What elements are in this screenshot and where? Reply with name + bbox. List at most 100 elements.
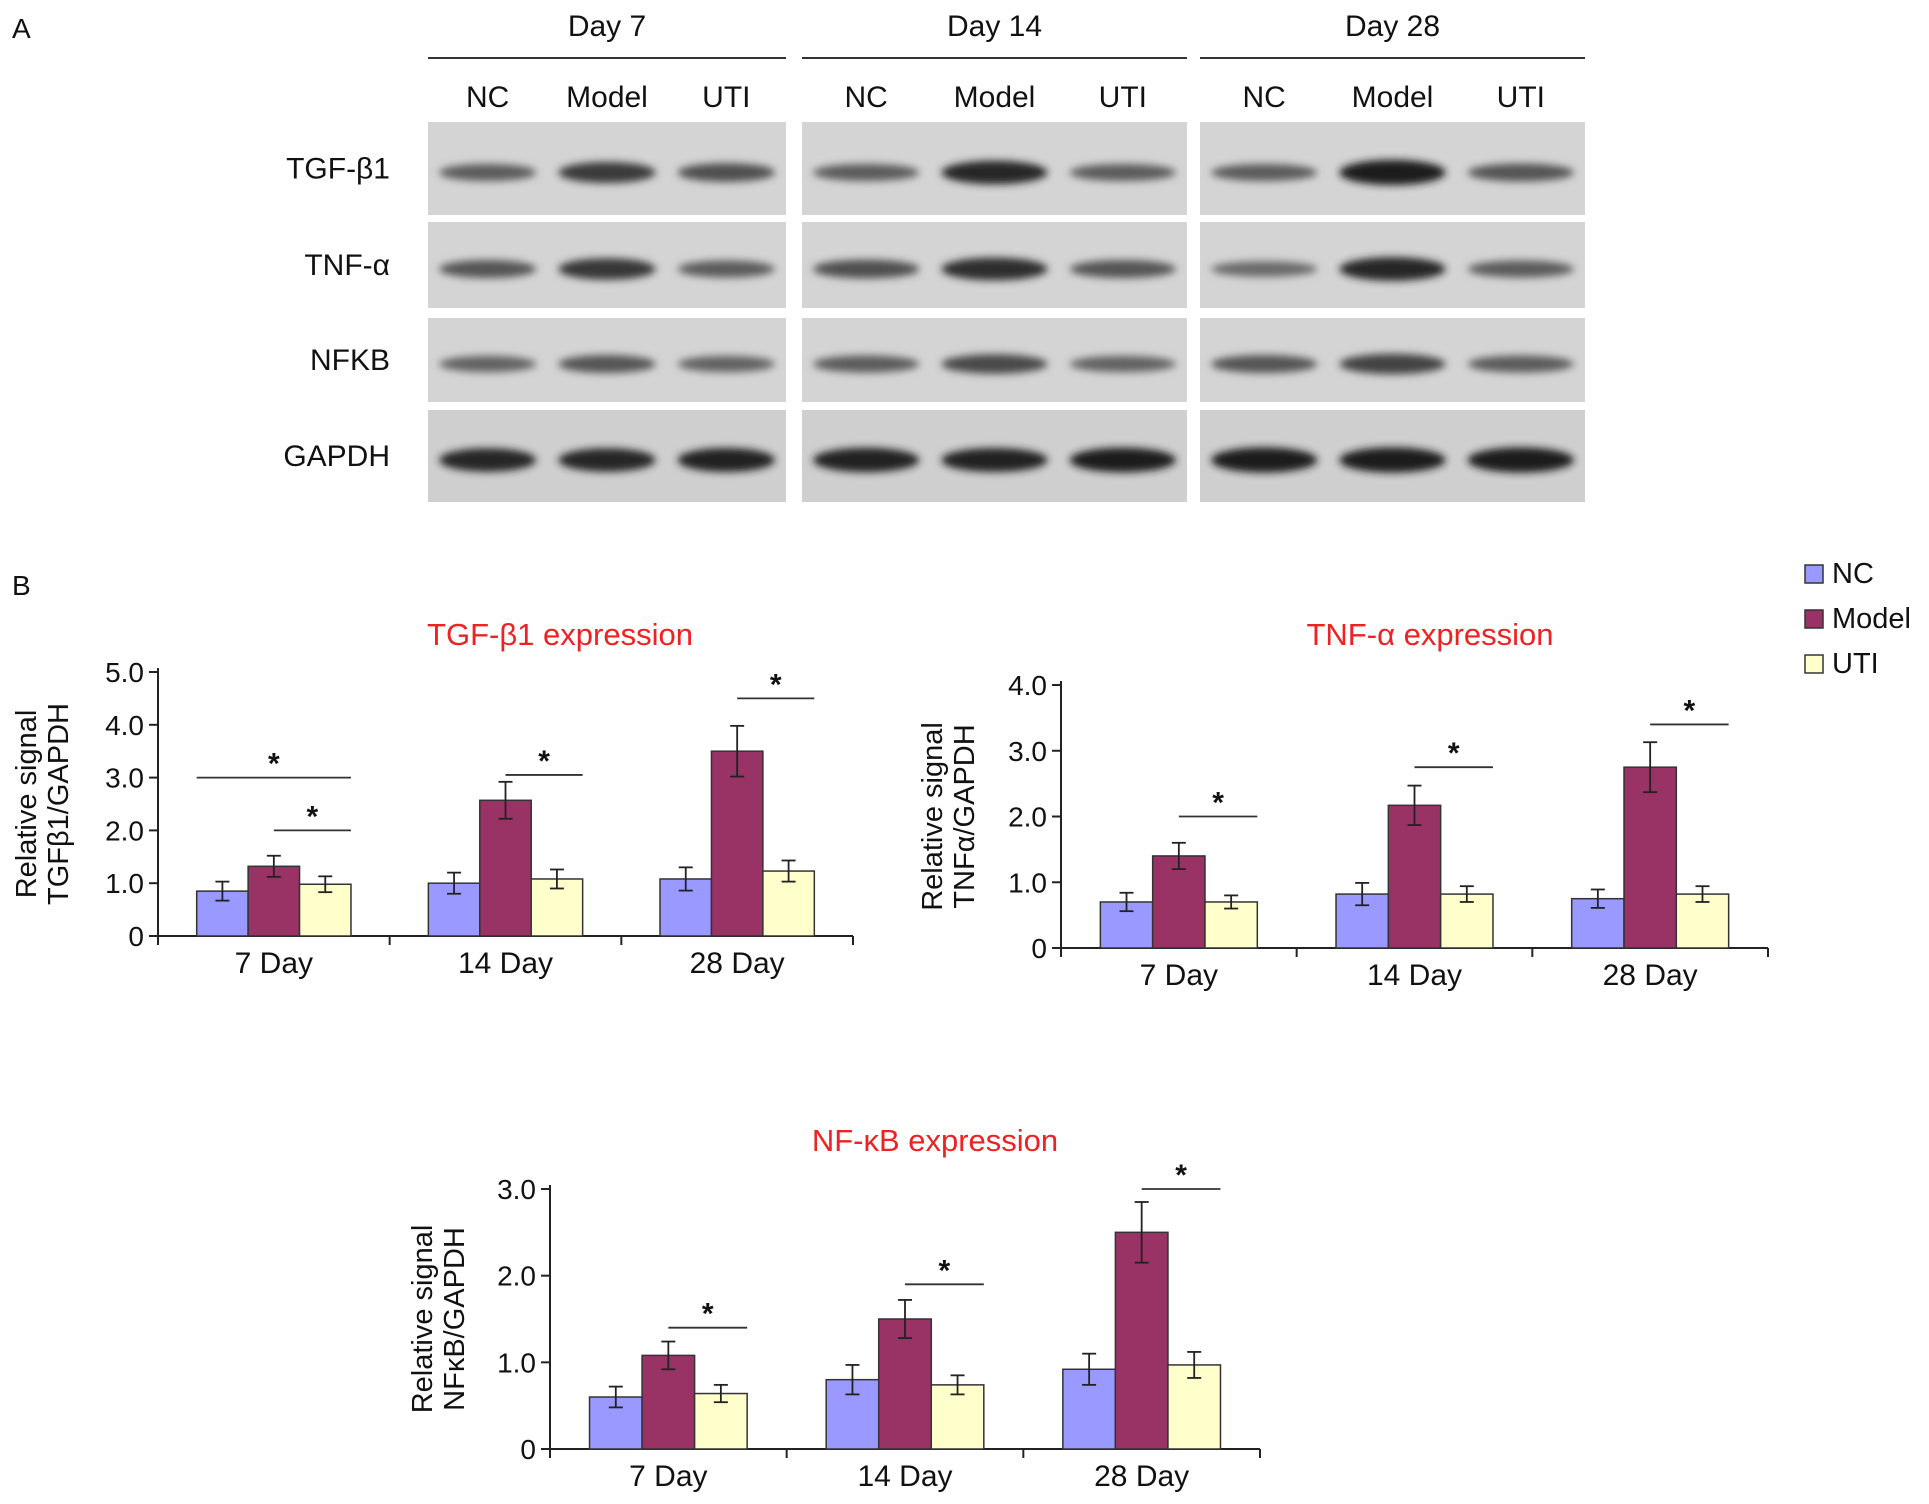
blot-band bbox=[941, 160, 1048, 185]
blot-band bbox=[1211, 447, 1318, 473]
bar-model bbox=[1114, 1231, 1169, 1450]
significance-star: * bbox=[1448, 737, 1460, 770]
blot-band bbox=[558, 161, 656, 184]
bar-model bbox=[1151, 855, 1206, 949]
significance-star: * bbox=[1175, 1159, 1187, 1192]
blot-band bbox=[813, 355, 920, 373]
blot-band bbox=[941, 447, 1048, 473]
protein-label: GAPDH bbox=[283, 440, 390, 473]
blot-band bbox=[1467, 447, 1575, 473]
blot-band bbox=[677, 447, 775, 473]
legend-swatch bbox=[1804, 654, 1824, 674]
lane-label: UTI bbox=[1497, 81, 1545, 114]
blot-band bbox=[1339, 257, 1446, 281]
day-header: Day 28 bbox=[1345, 10, 1440, 43]
x-tick-label: 14 Day bbox=[1367, 959, 1462, 992]
bar-model bbox=[1623, 766, 1678, 949]
blot-band bbox=[677, 163, 775, 182]
legend-swatch bbox=[1804, 609, 1824, 629]
lane-label: NC bbox=[466, 81, 509, 114]
legend-label: UTI bbox=[1832, 648, 1879, 680]
blot-band bbox=[1211, 261, 1318, 277]
blot-band bbox=[1069, 447, 1177, 473]
bar-uti bbox=[1675, 893, 1730, 949]
y-axis-label-line1: Relative signal bbox=[11, 710, 43, 899]
y-axis-label-line2: TGFβ1/GAPDH bbox=[43, 703, 75, 905]
blot-band bbox=[1467, 163, 1575, 182]
blot-band bbox=[439, 355, 537, 373]
protein-label: TGF-β1 bbox=[286, 153, 390, 186]
y-tick-label: 2.0 bbox=[497, 1261, 536, 1292]
significance-star: * bbox=[939, 1254, 951, 1287]
y-tick-label: 2.0 bbox=[105, 815, 144, 846]
y-axis-label: Relative signal TNFα/GAPDH bbox=[917, 722, 981, 911]
blot-band bbox=[1069, 260, 1177, 278]
blot-band bbox=[941, 354, 1048, 374]
blot-band bbox=[1339, 159, 1446, 186]
y-tick-label: 0 bbox=[520, 1434, 536, 1465]
significance-star: * bbox=[1212, 787, 1224, 820]
lane-label: NC bbox=[844, 81, 887, 114]
bar-model bbox=[710, 750, 764, 937]
lane-label: Model bbox=[954, 81, 1036, 114]
day-header: Day 14 bbox=[947, 10, 1042, 43]
significance-star: * bbox=[770, 668, 782, 701]
y-tick-label: 4.0 bbox=[1008, 670, 1047, 701]
blot-band bbox=[439, 448, 537, 472]
blot-band bbox=[558, 258, 656, 280]
protein-label: TNF-α bbox=[304, 249, 390, 282]
blot-band bbox=[439, 163, 537, 182]
blot-band bbox=[1211, 163, 1318, 182]
lane-label: UTI bbox=[1099, 81, 1147, 114]
panel-b-label: B bbox=[12, 570, 31, 601]
bar-model bbox=[877, 1318, 933, 1450]
lane-label: Model bbox=[566, 81, 648, 114]
x-tick-label: 28 Day bbox=[1603, 959, 1698, 992]
blot-band bbox=[813, 163, 920, 182]
y-axis-label: Relative signal NFκB/GAPDH bbox=[407, 1225, 471, 1414]
bar-uti bbox=[1439, 893, 1494, 949]
bar-model bbox=[479, 799, 532, 937]
y-axis-label-line1: Relative signal bbox=[917, 722, 949, 911]
x-tick-label: 28 Day bbox=[690, 947, 785, 980]
y-tick-label: 2.0 bbox=[1008, 802, 1047, 833]
x-tick-label: 14 Day bbox=[857, 1460, 952, 1493]
protein-label: NFKB bbox=[310, 344, 390, 377]
bar-uti bbox=[1204, 901, 1259, 949]
significance-star: * bbox=[307, 800, 319, 833]
legend-label: NC bbox=[1832, 558, 1874, 590]
legend: NC Model UTI bbox=[1804, 558, 1911, 680]
y-tick-label: 3.0 bbox=[1008, 736, 1047, 767]
blot-band bbox=[941, 257, 1048, 281]
bar-uti bbox=[930, 1384, 985, 1450]
bar-model bbox=[1387, 804, 1442, 949]
y-tick-label: 0 bbox=[128, 921, 144, 952]
chart-title: TNF-α expression bbox=[1306, 617, 1553, 652]
significance-star: * bbox=[268, 748, 280, 781]
y-tick-label: 1.0 bbox=[1008, 867, 1047, 898]
blot-band bbox=[677, 260, 775, 278]
blot-band bbox=[558, 448, 656, 472]
y-axis-label-line2: TNFα/GAPDH bbox=[949, 724, 981, 908]
y-tick-label: 3.0 bbox=[105, 763, 144, 794]
day-header: Day 7 bbox=[568, 10, 646, 43]
y-tick-label: 4.0 bbox=[105, 710, 144, 741]
y-tick-label: 1.0 bbox=[497, 1347, 536, 1378]
lane-label: UTI bbox=[702, 81, 750, 114]
lane-label: NC bbox=[1242, 81, 1285, 114]
legend-label: Model bbox=[1832, 603, 1911, 635]
lane-label: Model bbox=[1352, 81, 1434, 114]
x-tick-label: 7 Day bbox=[629, 1460, 707, 1493]
y-tick-label: 3.0 bbox=[497, 1174, 536, 1205]
blot-band bbox=[813, 447, 920, 473]
y-axis-label-line2: NFκB/GAPDH bbox=[439, 1227, 471, 1411]
x-tick-label: 7 Day bbox=[1140, 959, 1218, 992]
chart-title: TGF-β1 expression bbox=[427, 617, 693, 652]
chart-2: NF-κB expression Relative signal NFκB/GAPD… bbox=[407, 1123, 1261, 1493]
bar-model bbox=[641, 1354, 696, 1450]
blot-band bbox=[1069, 163, 1177, 182]
legend-swatch bbox=[1804, 564, 1824, 584]
